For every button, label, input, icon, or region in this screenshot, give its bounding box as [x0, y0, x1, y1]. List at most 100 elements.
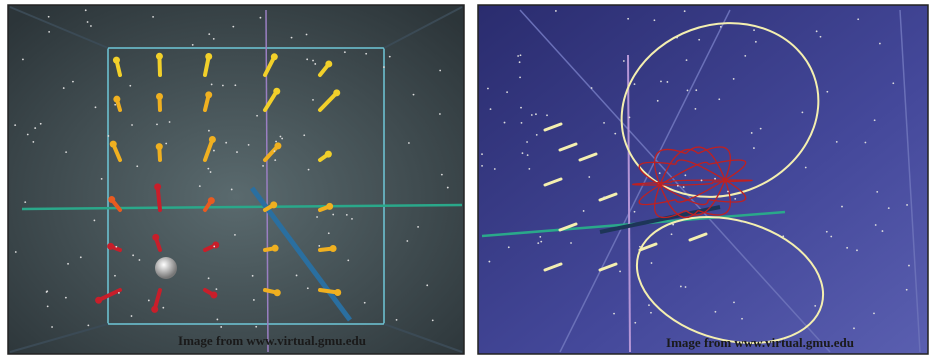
decoration: [820, 36, 822, 38]
decoration: [413, 94, 415, 96]
decoration: [213, 246, 215, 248]
decoration: [118, 292, 120, 294]
decoration: [698, 39, 700, 41]
decoration: [199, 185, 201, 187]
decoration: [522, 152, 524, 154]
decoration: [27, 134, 29, 136]
decoration: [139, 259, 141, 261]
decoration: [314, 63, 316, 65]
decoration: [494, 168, 496, 170]
decoration: [651, 262, 653, 264]
decoration: [316, 216, 318, 218]
decoration: [225, 142, 227, 144]
decoration: [318, 245, 320, 247]
decoration: [90, 25, 92, 27]
decoration: [875, 224, 877, 226]
decoration: [740, 221, 742, 223]
decoration: [101, 178, 103, 180]
decoration: [555, 10, 557, 12]
decoration: [72, 81, 74, 83]
decoration: [654, 19, 656, 21]
decoration: [873, 312, 875, 314]
decoration: [603, 122, 605, 124]
decoration: [396, 319, 398, 321]
decoration: [156, 53, 163, 60]
decoration: [488, 261, 490, 263]
decoration: [814, 305, 816, 307]
decoration: [156, 123, 158, 125]
decoration: [406, 240, 408, 242]
decoration: [325, 151, 332, 158]
decoration: [648, 304, 650, 306]
decoration: [826, 91, 828, 93]
decoration: [220, 326, 222, 328]
decoration: [657, 100, 659, 102]
decoration: [113, 96, 120, 103]
decoration: [583, 210, 585, 212]
decoration: [535, 113, 537, 115]
decoration: [826, 231, 828, 233]
decoration: [816, 30, 818, 32]
decoration: [481, 165, 483, 167]
decoration: [755, 41, 757, 43]
decoration: [328, 232, 330, 234]
decoration: [365, 53, 367, 55]
decoration: [236, 151, 238, 153]
decoration: [734, 198, 736, 200]
decoration: [32, 141, 34, 143]
decoration: [439, 113, 441, 115]
decoration: [291, 37, 293, 39]
decoration: [540, 241, 542, 243]
decoration: [334, 289, 341, 296]
decoration: [308, 169, 310, 171]
decoration: [666, 81, 668, 83]
decoration: [274, 289, 281, 296]
decoration: [205, 91, 212, 98]
decoration: [857, 18, 859, 20]
decoration: [114, 275, 116, 277]
decoration: [751, 132, 753, 134]
decoration: [40, 123, 42, 125]
caption: Image from www.virtual.gmu.edu: [178, 333, 366, 348]
decoration: [303, 134, 305, 136]
decoration: [344, 51, 346, 53]
decoration: [527, 154, 529, 156]
decoration: [131, 124, 133, 126]
decoration: [801, 111, 803, 113]
decoration: [307, 287, 309, 289]
decoration: [272, 245, 279, 252]
decoration: [192, 44, 194, 46]
decoration: [603, 196, 605, 198]
decoration: [165, 143, 167, 145]
decoration: [865, 142, 867, 144]
decoration: [260, 17, 262, 19]
decoration: [216, 319, 218, 321]
decoration: [782, 235, 784, 237]
decoration: [85, 9, 87, 11]
decoration: [51, 326, 53, 328]
decoration: [207, 168, 209, 170]
decoration: [274, 150, 276, 152]
decoration: [614, 133, 616, 135]
decoration: [481, 153, 483, 155]
decoration: [222, 85, 224, 87]
decoration: [537, 242, 539, 244]
decoration: [531, 114, 533, 116]
decoration: [34, 127, 36, 129]
decoration: [684, 174, 686, 176]
decoration: [906, 204, 908, 206]
decoration: [676, 37, 678, 39]
decoration: [281, 138, 283, 140]
decoration: [432, 319, 434, 321]
decoration: [271, 53, 278, 60]
decoration: [46, 291, 48, 293]
decoration: [627, 18, 629, 20]
decoration: [234, 234, 236, 236]
decoration: [539, 236, 541, 238]
decoration: [720, 26, 722, 28]
decoration: [107, 243, 114, 250]
decoration: [906, 289, 908, 291]
decoration: [426, 284, 428, 286]
decoration: [520, 107, 522, 109]
decoration: [248, 144, 250, 146]
